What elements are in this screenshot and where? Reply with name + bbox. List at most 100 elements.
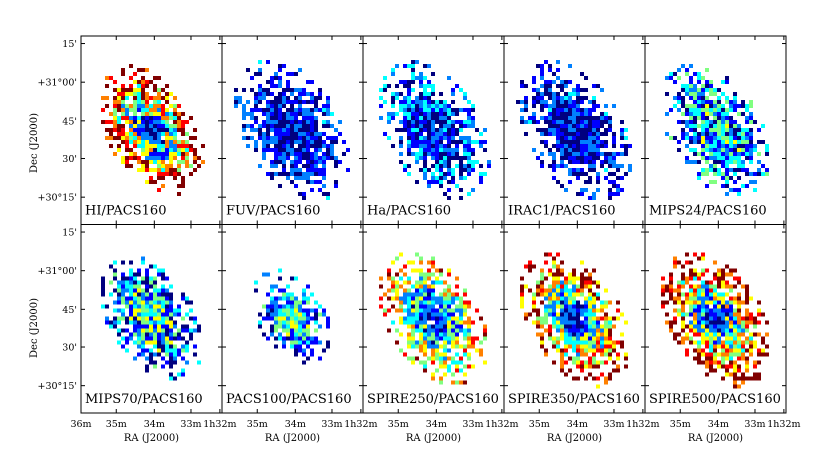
map-pixel [564, 320, 568, 325]
x-axis-label: RA (J2000) [265, 433, 320, 444]
map-pixel [173, 152, 177, 156]
map-pixel [536, 100, 540, 104]
map-pixel [294, 296, 298, 301]
map-pixel [620, 176, 624, 180]
map-pixel [459, 356, 463, 361]
map-pixel [322, 192, 326, 196]
map-pixel [258, 92, 262, 96]
map-pixel [608, 300, 612, 305]
map-pixel [145, 292, 149, 297]
map-pixel [443, 164, 447, 168]
map-pixel [334, 164, 338, 168]
map-pixel [693, 296, 697, 301]
map-pixel [552, 276, 556, 281]
map-pixel [133, 332, 137, 337]
map-pixel [286, 72, 290, 76]
map-pixel [427, 276, 431, 281]
map-pixel [584, 340, 588, 345]
map-pixel [169, 132, 173, 136]
panel-9: SPIRE350/PACS160 [503, 224, 646, 414]
map-pixel [391, 92, 395, 96]
map-pixel [125, 296, 129, 301]
map-pixel [725, 136, 729, 140]
map-pixel [677, 312, 681, 317]
map-pixel [741, 320, 745, 325]
map-pixel [572, 108, 576, 112]
map-pixel [705, 112, 709, 116]
map-pixel [616, 340, 620, 345]
map-pixel [713, 124, 717, 128]
map-pixel [113, 276, 117, 281]
map-pixel [447, 332, 451, 337]
map-pixel [318, 188, 322, 192]
map-pixel [520, 80, 524, 84]
map-pixel [701, 156, 705, 160]
map-pixel [447, 168, 451, 172]
map-pixel [459, 344, 463, 349]
map-pixel [588, 164, 592, 168]
x-axis-label: RA (J2000) [124, 433, 179, 444]
map-pixel [254, 128, 258, 132]
map-pixel [431, 72, 435, 76]
map-pixel [294, 352, 298, 357]
map-pixel [540, 272, 544, 277]
map-pixel [479, 340, 483, 345]
map-pixel [141, 328, 145, 333]
map-pixel [407, 292, 411, 297]
map-pixel [681, 328, 685, 333]
map-pixel [693, 300, 697, 305]
map-pixel [677, 140, 681, 144]
map-pixel [689, 272, 693, 277]
map-pixel [552, 100, 556, 104]
map-pixel [270, 108, 274, 112]
map-pixel [677, 68, 681, 72]
map-pixel [165, 168, 169, 172]
map-pixel [729, 272, 733, 277]
map-pixel [713, 332, 717, 337]
map-pixel [157, 140, 161, 144]
map-pixel [572, 168, 576, 172]
map-pixel [556, 344, 560, 349]
map-pixel [419, 324, 423, 329]
map-pixel [544, 80, 548, 84]
map-pixel [258, 84, 262, 88]
map-pixel [387, 296, 391, 301]
map-pixel [322, 124, 326, 128]
map-pixel [391, 280, 395, 285]
map-pixel [145, 304, 149, 309]
map-pixel [455, 336, 459, 341]
map-pixel [544, 276, 548, 281]
map-pixel [121, 276, 125, 281]
map-pixel [121, 136, 125, 140]
map-pixel [568, 148, 572, 152]
map-pixel [117, 128, 121, 132]
map-pixel [242, 136, 246, 140]
map-pixel [592, 352, 596, 357]
map-pixel [584, 360, 588, 365]
map-pixel [258, 324, 262, 329]
map-pixel [282, 164, 286, 168]
map-pixel [431, 124, 435, 128]
map-pixel [447, 148, 451, 152]
map-pixel [536, 292, 540, 297]
map-pixel [572, 284, 576, 289]
map-pixel [616, 352, 620, 357]
map-pixel [270, 164, 274, 168]
map-pixel [298, 336, 302, 341]
map-pixel [242, 108, 246, 112]
map-pixel [173, 128, 177, 132]
map-pixel [455, 108, 459, 112]
map-pixel [447, 268, 451, 273]
map-pixel [693, 356, 697, 361]
map-pixel [274, 324, 278, 329]
map-pixel [572, 116, 576, 120]
map-pixel [157, 304, 161, 309]
map-pixel [407, 164, 411, 168]
map-pixel [282, 64, 286, 68]
map-pixel [584, 132, 588, 136]
map-pixel [145, 272, 149, 277]
map-pixel [125, 164, 129, 168]
map-pixel [415, 292, 419, 297]
map-pixel [121, 308, 125, 313]
map-pixel [181, 132, 185, 136]
